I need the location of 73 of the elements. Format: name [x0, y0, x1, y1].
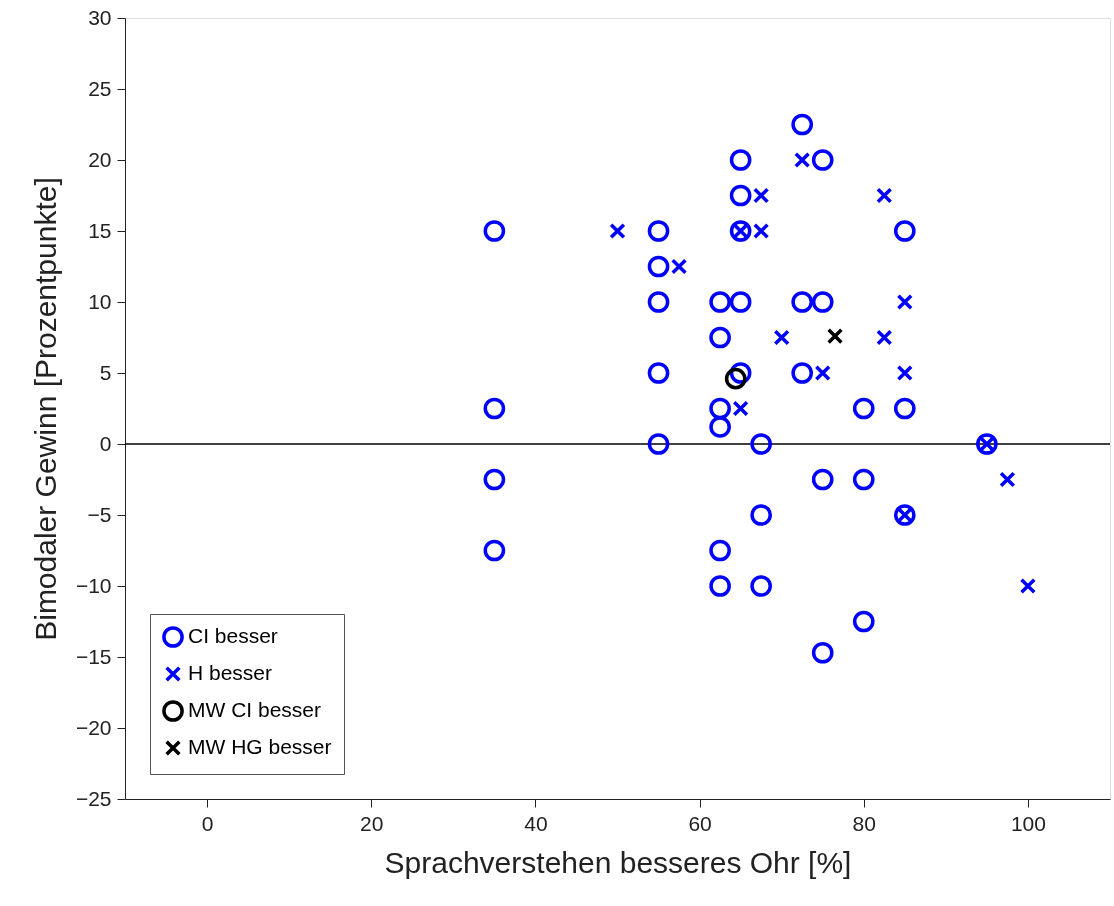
point — [483, 397, 506, 420]
legend-label: MW HG besser — [188, 735, 332, 758]
legend-label: H besser — [188, 661, 273, 684]
point — [811, 291, 834, 313]
point — [483, 539, 506, 562]
point — [647, 362, 670, 384]
point — [750, 575, 772, 597]
point — [709, 539, 731, 562]
y-tick-label: 10 — [88, 289, 112, 313]
y-tick-label: 15 — [88, 218, 112, 242]
legend-label: CI besser — [188, 624, 278, 647]
point — [794, 151, 811, 169]
point — [852, 610, 875, 633]
point — [729, 184, 752, 207]
y-tick-label: −20 — [75, 715, 112, 739]
point — [709, 291, 731, 313]
y-tick-label: −5 — [87, 502, 112, 526]
point — [896, 364, 913, 382]
point — [999, 471, 1016, 488]
x-tick-label: 40 — [524, 811, 548, 835]
x-tick-label: 20 — [360, 811, 384, 835]
point — [609, 222, 626, 240]
point — [791, 113, 814, 136]
y-tick-label: −15 — [75, 644, 112, 668]
x-tick-label: 60 — [688, 811, 712, 835]
point — [852, 468, 875, 491]
point — [876, 187, 893, 204]
point — [753, 187, 770, 204]
point — [811, 149, 834, 171]
y-tick-label: 5 — [99, 360, 112, 384]
point — [750, 433, 772, 455]
point — [791, 362, 814, 384]
point — [852, 397, 875, 420]
point — [483, 220, 506, 242]
y-tick-label: 30 — [88, 5, 112, 29]
point — [791, 291, 814, 313]
point — [896, 293, 913, 311]
point — [709, 575, 731, 597]
point — [647, 291, 670, 313]
point — [732, 400, 749, 417]
point — [709, 397, 731, 420]
y-tick-label: 0 — [99, 431, 112, 455]
point — [826, 327, 844, 345]
x-axis-title: Sprachverstehen besseres Ohr [%] — [384, 845, 852, 879]
y-axis-title: Bimodaler Gewinn [Prozentpunkte] — [28, 177, 62, 641]
y-tick-label: 25 — [88, 76, 112, 100]
y-tick-label: −25 — [75, 786, 112, 810]
x-tick-label: 80 — [852, 811, 876, 835]
point — [670, 258, 688, 275]
point — [811, 468, 834, 491]
point — [647, 433, 670, 455]
point — [893, 220, 916, 242]
x-tick-label: 0 — [201, 811, 214, 835]
point — [709, 416, 731, 438]
x-tick-label: 100 — [1010, 811, 1046, 835]
point — [893, 397, 916, 420]
point — [483, 468, 506, 491]
y-tick-label: −10 — [75, 573, 112, 597]
point — [773, 329, 790, 346]
point — [709, 326, 731, 349]
point — [753, 222, 770, 240]
point — [876, 329, 893, 346]
point — [647, 255, 670, 278]
point — [811, 641, 834, 664]
y-tick-label: 20 — [88, 147, 112, 171]
point — [729, 291, 752, 313]
point — [647, 220, 670, 242]
point — [814, 364, 831, 382]
point — [750, 504, 772, 526]
point — [724, 367, 747, 390]
point — [1019, 577, 1037, 595]
legend-label: MW CI besser — [188, 698, 322, 721]
point — [729, 149, 752, 171]
